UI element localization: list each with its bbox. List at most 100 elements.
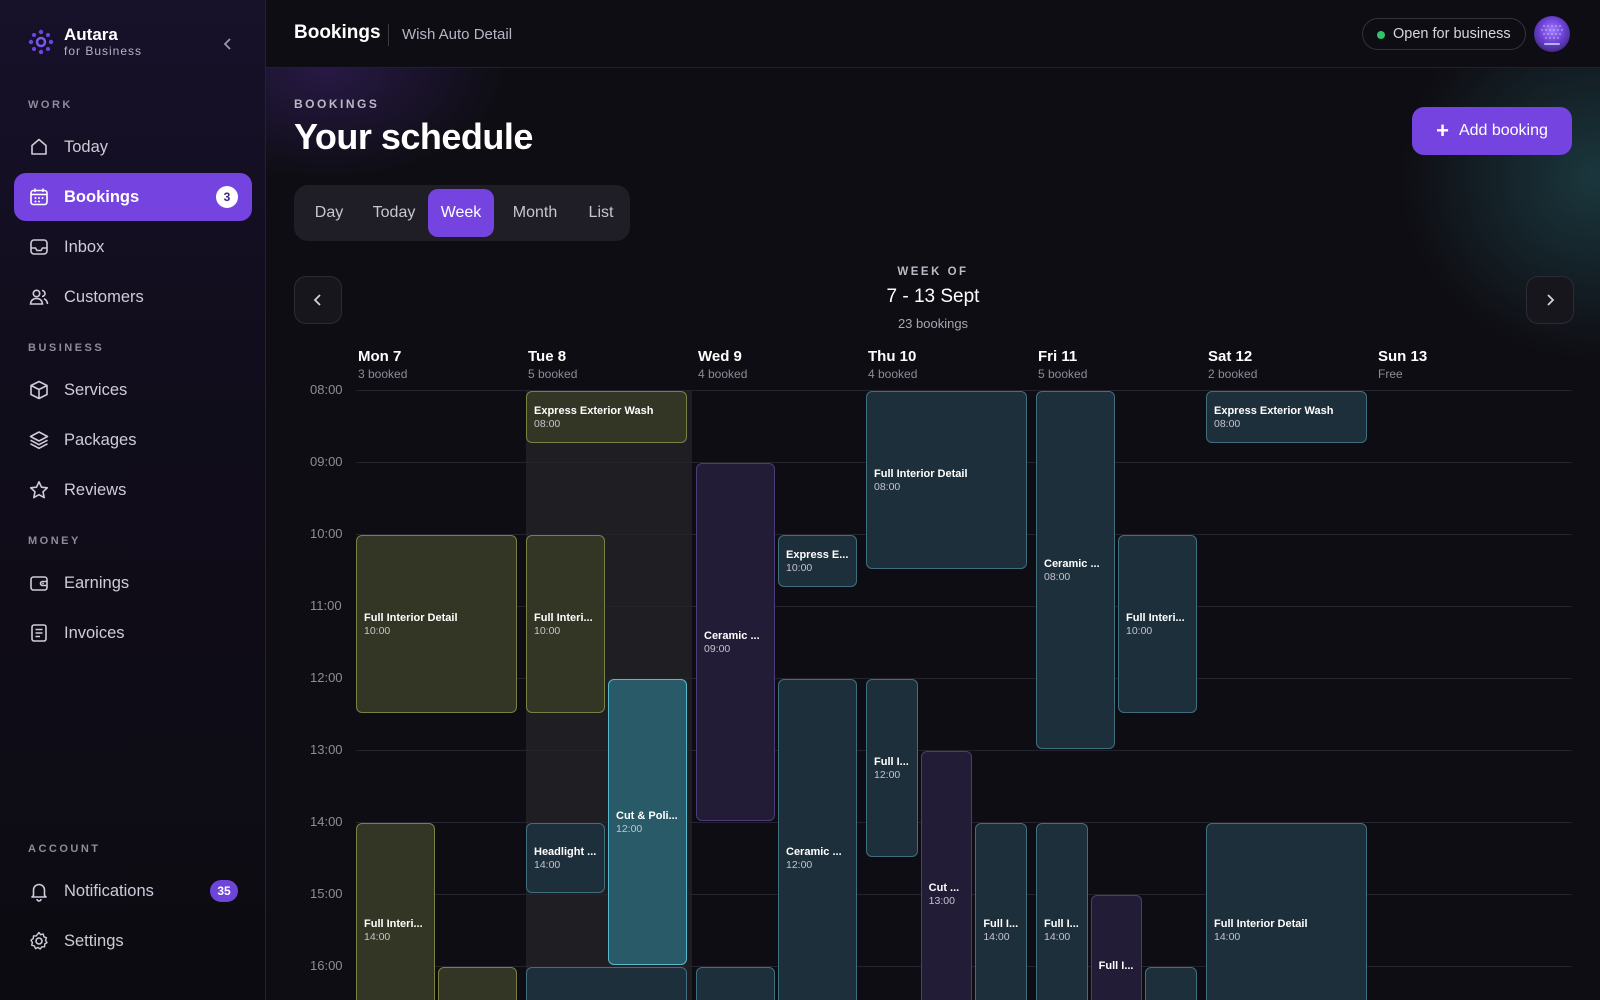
booking-event[interactable]: Full I... 12:00 (866, 679, 918, 857)
sidebar-item-reviews[interactable]: Reviews (14, 466, 252, 514)
section-label-work: WORK (28, 99, 73, 111)
booking-event[interactable]: Full I... 14:00 (1036, 823, 1088, 1000)
wallet-icon (30, 576, 48, 591)
sidebar-item-today[interactable]: Today (14, 123, 252, 171)
avatar[interactable] (1534, 16, 1570, 52)
previous-week-button[interactable] (294, 276, 342, 324)
booking-event[interactable]: Ceramic ... 12:00 (778, 679, 857, 1000)
booking-event[interactable]: Full Interi... 10:00 (526, 535, 605, 713)
tab-week[interactable]: Week (428, 189, 494, 237)
day-header[interactable]: Wed 9 4 booked (698, 348, 747, 381)
booking-event[interactable]: Ceramic ... 09:00 (696, 463, 775, 821)
sidebar-item-earnings[interactable]: Earnings (14, 559, 252, 607)
box-icon (30, 380, 48, 400)
star-icon (29, 481, 49, 499)
topbar: Bookings Wish Auto Detail Open for busin… (266, 0, 1600, 68)
booking-time: 09:00 (704, 642, 731, 655)
day-header[interactable]: Mon 7 3 booked (358, 348, 407, 381)
users-icon (29, 289, 49, 305)
booking-title: Cut ... (928, 881, 960, 894)
day-header-name: Thu 10 (868, 348, 917, 365)
booking-event[interactable]: Cut ... 13:00 (920, 751, 973, 1000)
sidebar-item-packages[interactable]: Packages (14, 416, 252, 464)
day-header[interactable]: Sun 13 Free (1378, 348, 1427, 381)
main-content: BOOKINGS Your schedule + Add booking Day… (266, 68, 1600, 1000)
booking-time: 12:00 (874, 768, 901, 781)
sidebar-item-services[interactable]: Services (14, 366, 252, 414)
day-header[interactable]: Fri 11 5 booked (1038, 348, 1087, 381)
hour-label: 08:00 (310, 382, 343, 397)
tab-today[interactable]: Today (372, 204, 416, 221)
day-header-name: Tue 8 (528, 348, 567, 365)
booking-time: 08:00 (1044, 570, 1071, 583)
tab-list[interactable]: List (588, 204, 614, 221)
booking-title: Express Exterior Wash (1214, 404, 1334, 417)
booking-time: 14:00 (534, 858, 561, 871)
day-header[interactable]: Tue 8 5 booked (528, 348, 577, 381)
booking-event[interactable]: Headlight ... 14:00 (526, 823, 605, 893)
hour-gridline (356, 390, 1572, 391)
booking-title: Full Interi... (534, 611, 593, 624)
sidebar-item-label: Notifications (64, 881, 154, 900)
booking-title: Cut & Poli... (616, 809, 678, 822)
booking-event[interactable]: Full Interi... 10:00 (1118, 535, 1197, 713)
sidebar-item-customers[interactable]: Customers (14, 273, 252, 321)
booking-title: Full I... (874, 755, 909, 768)
day-header-name: Fri 11 (1038, 348, 1078, 365)
booking-time: 13:00 (928, 894, 955, 907)
sidebar-item-inbox[interactable]: Inbox (14, 223, 252, 271)
next-week-button[interactable] (1526, 276, 1574, 324)
booking-event[interactable]: Cut & Poli... 12:00 (608, 679, 687, 965)
booking-time: 08:00 (534, 417, 561, 430)
booking-event[interactable]: Full I... 14:00 (975, 823, 1027, 1000)
day-header-count: 4 booked (698, 367, 748, 381)
sidebar-item-label: Today (64, 137, 109, 156)
title-divider (388, 24, 389, 46)
booking-event[interactable]: Full Interior Detail 08:00 (866, 391, 1027, 569)
hour-label: 13:00 (310, 742, 343, 757)
brand[interactable]: Autara for Business (28, 26, 142, 58)
bookings-count-badge: 3 (216, 186, 238, 208)
booking-event[interactable] (526, 967, 687, 1000)
sidebar-item-label: Reviews (64, 480, 127, 499)
plus-icon: + (1436, 118, 1449, 143)
booking-event[interactable]: Full Interior Detail 14:00 (1206, 823, 1367, 1000)
sidebar-item-invoices[interactable]: Invoices (14, 609, 252, 657)
booking-time: 10:00 (364, 624, 391, 637)
day-header[interactable]: Thu 10 4 booked (868, 348, 917, 381)
booking-time: 12:00 (786, 858, 813, 871)
booking-time: 08:00 (1214, 417, 1241, 430)
sidebar-item-notifications[interactable]: Notifications 35 (14, 867, 252, 915)
add-booking-button[interactable]: + Add booking (1412, 107, 1572, 155)
sidebar-item-label: Inbox (64, 237, 105, 256)
booking-event[interactable] (438, 967, 517, 1000)
day-header-count: 2 booked (1208, 367, 1258, 381)
home-icon (31, 138, 47, 155)
sidebar-item-bookings[interactable]: Bookings 3 (14, 173, 252, 221)
booking-title: Full Interior Detail (874, 467, 968, 480)
hour-label: 15:00 (310, 886, 343, 901)
booking-event[interactable]: Express E... 10:00 (778, 535, 857, 587)
tab-day[interactable]: Day (314, 204, 344, 221)
inbox-icon (30, 239, 48, 255)
brand-logo-icon (28, 29, 54, 55)
calendar-icon (30, 188, 48, 206)
booking-event[interactable]: Full I... (1090, 895, 1143, 1000)
booking-time: 12:00 (616, 822, 643, 835)
sidebar-item-settings[interactable]: Settings (14, 917, 252, 965)
booking-event[interactable]: Full Interi... 14:00 (356, 823, 435, 1000)
gear-icon (30, 931, 48, 950)
sidebar-item-label: Services (64, 380, 128, 399)
booking-event[interactable]: Full Interior Detail 10:00 (356, 535, 517, 713)
booking-event[interactable] (1145, 967, 1197, 1000)
business-status-toggle[interactable]: Open for business (1362, 18, 1526, 50)
booking-event[interactable]: Express Exterior Wash 08:00 (1206, 391, 1367, 443)
booking-event[interactable] (696, 967, 775, 1000)
section-eyebrow: BOOKINGS (294, 97, 380, 111)
week-booking-count: 23 bookings (897, 316, 969, 331)
booking-event[interactable]: Ceramic ... 08:00 (1036, 391, 1115, 749)
day-header[interactable]: Sat 12 2 booked (1208, 348, 1257, 381)
collapse-sidebar-button[interactable] (214, 30, 242, 58)
booking-event[interactable]: Express Exterior Wash 08:00 (526, 391, 687, 443)
tab-month[interactable]: Month (512, 204, 558, 221)
